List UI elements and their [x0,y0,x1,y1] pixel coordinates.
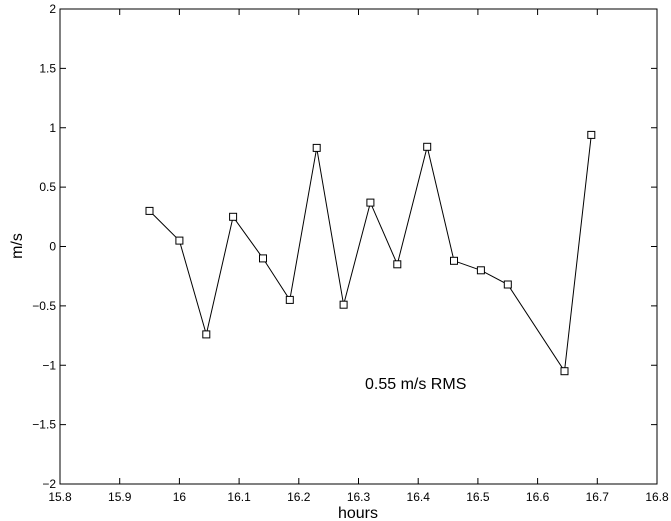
data-point-marker [312,143,321,152]
plot-frame [59,8,658,485]
y-tick-label: 1.5 [39,61,56,75]
x-tick-label: 16.6 [526,490,550,504]
y-tick-label: −1 [42,358,56,372]
data-point-marker [423,142,432,151]
y-tick-label: −0.5 [32,299,56,313]
y-tick-labels: 2 1.5 1 0.5 0 −0.5 −1 −1.5 −2 [32,2,56,491]
x-tick-label: 16.5 [466,490,490,504]
series-layer [145,130,596,376]
data-point-marker [229,212,238,221]
data-point-marker [450,256,458,265]
series-line [149,134,592,373]
data-point-marker [587,130,596,139]
data-point-marker [202,330,211,339]
rms-annotation: 0.55 m/s RMS [365,376,466,393]
y-tick-label: 0.5 [39,180,56,194]
y-tick-label: −1.5 [32,418,56,432]
data-point-marker [259,254,267,263]
data-point-marker [366,198,375,207]
x-tick-label: 16 [173,490,187,504]
x-tick-label: 15.8 [48,490,72,504]
x-tick-labels: 15.8 15.9 16 16.1 16.2 16.3 16.4 16.5 16.6 16.7 16… [48,490,669,504]
data-point-marker [285,295,294,304]
y-tick-label: 0 [49,240,56,254]
y-tick-label: 1 [49,121,56,135]
x-axis-title: hours [338,505,378,521]
data-point-marker [339,300,348,309]
x-tick-label: 15.9 [108,490,132,504]
data-point-marker [175,236,184,245]
data-point-marker [560,367,569,376]
x-tick-label: 16.8 [645,490,669,504]
data-point-marker [145,206,154,215]
y-tick-label: 2 [49,2,56,16]
data-point-marker [393,260,402,269]
y-tick-label: −2 [42,477,56,491]
x-tick-label: 16.2 [287,490,311,504]
data-point-marker [476,266,485,275]
x-tick-label: 16.7 [586,490,610,504]
x-tick-label: 16.1 [227,490,251,504]
y-axis-title: m/s [9,233,26,259]
x-tick-label: 16.4 [407,490,431,504]
data-point-marker [503,280,512,289]
x-tick-label: 16.3 [347,490,371,504]
